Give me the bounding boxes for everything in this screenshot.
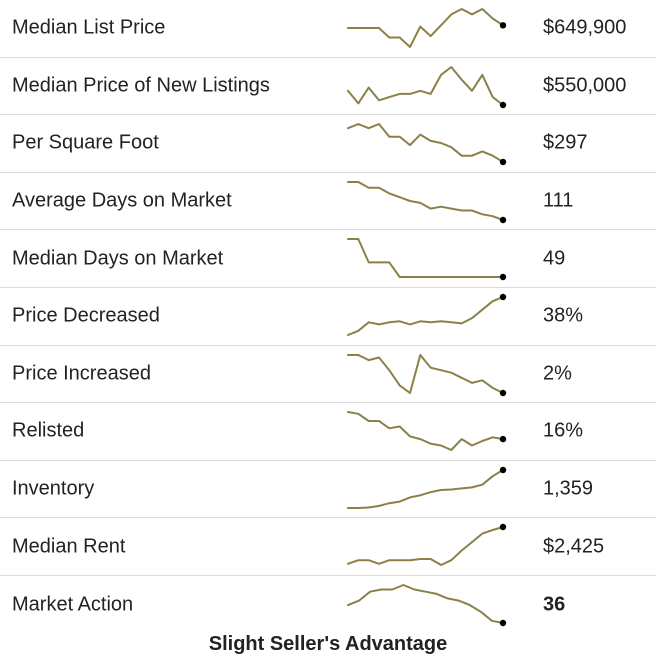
sparkline-latest-point	[499, 466, 507, 473]
metric-label: Market Action	[12, 593, 134, 616]
trend-sparkline	[347, 583, 507, 627]
trend-sparkline	[347, 8, 507, 48]
trend-sparkline	[347, 238, 507, 281]
sparkline-latest-point	[499, 22, 507, 29]
sparkline-trend-line	[347, 65, 504, 106]
metric-value: 16%	[543, 419, 584, 442]
metric-value: $2,425	[543, 535, 605, 558]
trend-sparkline	[347, 411, 507, 452]
sparkline-trend-line	[347, 8, 504, 48]
sparkline-trend-line	[347, 411, 504, 452]
trend-sparkline	[347, 123, 507, 166]
sparkline-latest-point	[499, 293, 507, 301]
table-row: Median List Price $649,900	[0, 0, 656, 58]
trend-sparkline	[347, 466, 507, 509]
metric-label: Median Days on Market	[12, 247, 224, 270]
trend-sparkline	[347, 293, 507, 336]
metric-value: $550,000	[543, 74, 627, 97]
sparkline-latest-point	[499, 101, 507, 108]
metric-value: $649,900	[543, 16, 627, 39]
metric-value: 49	[543, 247, 566, 270]
sparkline-latest-point	[499, 274, 507, 281]
metric-value: 2%	[543, 362, 572, 385]
metric-label: Price Increased	[12, 362, 151, 385]
sparkline-trend-line	[347, 238, 504, 279]
sparkline-trend-line	[347, 180, 504, 221]
table-row: Inventory 1,359	[0, 461, 656, 519]
metric-label: Median Price of New Listings	[12, 74, 270, 97]
table-row: Price Decreased 38%	[0, 288, 656, 346]
trend-sparkline	[347, 180, 507, 223]
table-row: Average Days on Market 111	[0, 173, 656, 231]
trend-sparkline	[347, 353, 507, 396]
sparkline-latest-point	[499, 524, 507, 531]
sparkline-trend-line	[347, 123, 504, 164]
metric-label: Median List Price	[12, 16, 166, 39]
metric-value: 111	[543, 189, 574, 212]
table-row: Median Days on Market 49	[0, 230, 656, 288]
sparkline-trend-line	[347, 583, 504, 624]
trend-sparkline	[347, 524, 507, 567]
metric-label: Average Days on Market	[12, 189, 232, 212]
sparkline-latest-point	[499, 619, 507, 627]
sparkline-latest-point	[499, 158, 507, 166]
market-action-summary: Slight Seller's Advantage	[208, 633, 448, 655]
table-row: Market Action 36	[0, 576, 656, 634]
metric-value: 38%	[543, 304, 584, 327]
metric-label: Inventory	[12, 477, 95, 500]
metric-label: Relisted	[12, 419, 85, 442]
sparkline-latest-point	[499, 389, 507, 396]
table-row: Median Rent $2,425	[0, 518, 656, 576]
metric-value: 1,359	[543, 477, 594, 500]
table-row: Price Increased 2%	[0, 346, 656, 404]
sparkline-trend-line	[347, 353, 504, 394]
metric-label: Price Decreased	[12, 304, 160, 327]
metric-label: Per Square Foot	[12, 131, 159, 154]
sparkline-trend-line	[347, 468, 504, 509]
table-row: Median Price of New Listings $550,000	[0, 58, 656, 116]
metric-label: Median Rent	[12, 535, 126, 558]
sparkline-latest-point	[499, 216, 507, 223]
metric-value: $297	[543, 131, 588, 154]
table-row: Per Square Foot $297	[0, 115, 656, 173]
market-stats-table: Median List Price $649,900 Median Price of…	[0, 0, 656, 634]
table-row: Relisted 16%	[0, 403, 656, 461]
sparkline-latest-point	[499, 436, 507, 443]
sparkline-trend-line	[347, 526, 504, 567]
sparkline-trend-line	[347, 295, 504, 336]
metric-value: 36	[543, 593, 566, 616]
trend-sparkline	[347, 65, 507, 108]
